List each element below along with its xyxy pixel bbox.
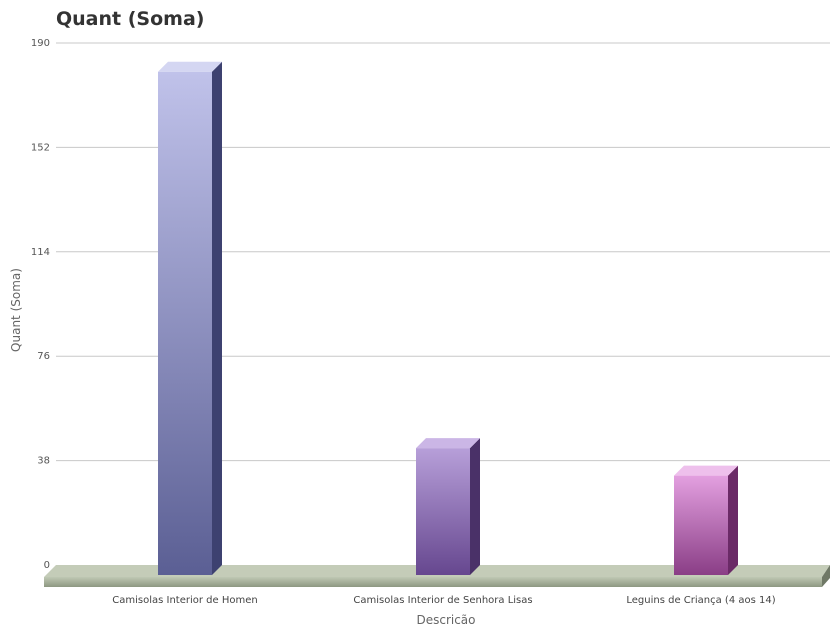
y-tick-label: 114 bbox=[31, 247, 50, 258]
bar-top bbox=[674, 465, 738, 476]
y-axis-title: Quant (Soma) bbox=[9, 268, 23, 352]
x-tick-label: Camisolas Interior de Senhora Lisas bbox=[353, 595, 532, 606]
y-tick-label: 152 bbox=[31, 142, 50, 153]
chart-title: Quant (Soma) bbox=[56, 8, 205, 30]
y-tick-label: 0 bbox=[44, 560, 50, 571]
bar-top bbox=[416, 438, 480, 449]
floor-front bbox=[44, 577, 822, 587]
y-tick-label: 190 bbox=[31, 38, 50, 49]
x-axis-title: Descricão bbox=[416, 613, 475, 626]
x-tick-label: Leguins de Criança (4 aos 14) bbox=[626, 595, 775, 606]
x-tick-label: Camisolas Interior de Homen bbox=[112, 595, 257, 606]
bar-side bbox=[728, 465, 738, 575]
floor-side bbox=[822, 565, 830, 587]
y-tick-label: 38 bbox=[37, 456, 50, 467]
bar-top bbox=[158, 61, 222, 72]
y-tick-label: 76 bbox=[37, 351, 50, 362]
bar bbox=[674, 475, 728, 575]
bar bbox=[158, 71, 212, 575]
bar-side bbox=[470, 438, 480, 575]
bar-side bbox=[212, 61, 222, 575]
bar bbox=[416, 448, 470, 575]
